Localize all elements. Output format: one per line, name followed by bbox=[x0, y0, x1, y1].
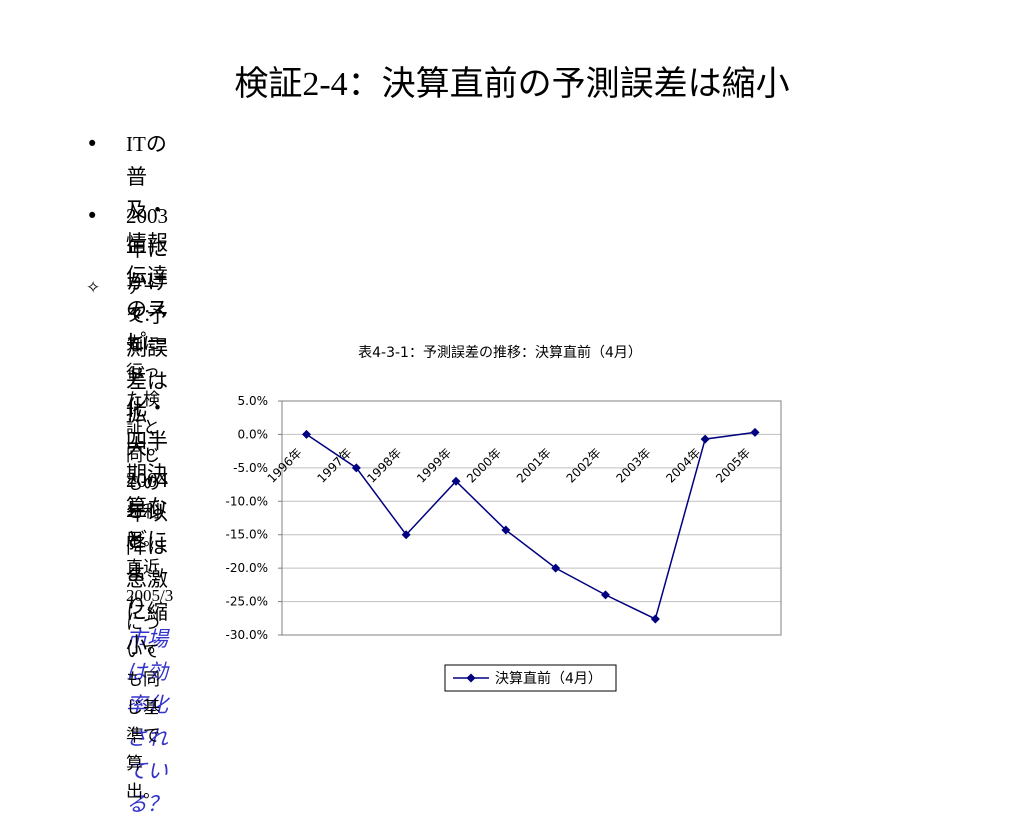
data-point bbox=[401, 530, 411, 540]
gridlines bbox=[282, 433, 781, 603]
y-tick-label: -5.0% bbox=[233, 461, 268, 475]
title-main: 決算直前の予測誤差は縮小 bbox=[381, 64, 790, 104]
bullet-1-emphasis-1: 市場 bbox=[126, 627, 168, 651]
series-line bbox=[306, 431, 756, 621]
x-tick-label: 2000年 bbox=[464, 446, 504, 486]
x-tick-label: 2002年 bbox=[564, 446, 604, 486]
legend-marker bbox=[466, 673, 476, 683]
y-tick-label: 5.0% bbox=[238, 394, 269, 408]
y-axis-tick-labels: 5.0% 0.0% -5.0% -10.0% -15.0% -20.0% -25.0% -30… bbox=[226, 394, 282, 642]
bullet-2-year-2: 2004 bbox=[126, 468, 168, 492]
bullet-dot: • bbox=[86, 132, 99, 156]
x-tick-label: 1997年 bbox=[314, 446, 354, 486]
bullet-dot: • bbox=[86, 204, 99, 228]
bullet-2-body-1: 年にかけて予測誤差は拡大。 bbox=[126, 237, 168, 459]
data-note-body-1: データ：先に行った検証と同じものを利用。直近 bbox=[126, 278, 160, 578]
y-tick-label: 0.0% bbox=[238, 427, 269, 441]
x-tick-label: 2003年 bbox=[613, 446, 653, 486]
y-tick-label: -20.0% bbox=[226, 561, 268, 575]
line-chart: 5.0% 0.0% -5.0% -10.0% -15.0% -20.0% -25.0% -30… bbox=[226, 394, 782, 692]
bullet-1-body: の普及・情報伝達のスピード化・四半期決算などにより、 bbox=[126, 132, 168, 618]
y-tick-label: -30.0% bbox=[226, 628, 268, 642]
bullet-2-body-2: 年以降は急激に縮小。 bbox=[126, 501, 168, 657]
title-separator: ： bbox=[347, 64, 382, 104]
data-point bbox=[700, 434, 710, 444]
data-note-date: 2005/3 bbox=[126, 586, 174, 605]
data-point bbox=[551, 563, 561, 573]
x-tick-label: 2001年 bbox=[514, 446, 554, 486]
x-tick-label: 2005年 bbox=[713, 446, 753, 486]
y-tick-label: -10.0% bbox=[226, 494, 268, 508]
bullet-1-lead: IT bbox=[126, 132, 146, 156]
legend-label: 決算直前（4月） bbox=[495, 670, 602, 687]
title-code: 2-4 bbox=[302, 66, 348, 103]
bullet-2-year-1: 2003 bbox=[126, 204, 168, 228]
data-point bbox=[650, 614, 660, 624]
x-tick-label: 1998年 bbox=[364, 446, 404, 486]
legend: 決算直前（4月） bbox=[444, 664, 617, 692]
series-layer bbox=[302, 427, 760, 624]
x-tick-label: 1996年 bbox=[265, 446, 305, 486]
data-point bbox=[351, 463, 361, 473]
title-prefix: 検証 bbox=[234, 64, 303, 104]
star-icon: ✧ bbox=[86, 278, 101, 298]
y-tick-label: -25.0% bbox=[226, 595, 268, 609]
slide-title: 検証2-4：決算直前の予測誤差は縮小 bbox=[0, 60, 1024, 109]
bullet-1-line-1: ITの普及・情報伝達のスピード化・四半期決算などにより、市場 bbox=[126, 128, 168, 656]
plot-area-border bbox=[281, 400, 782, 636]
data-point bbox=[601, 590, 610, 600]
data-point bbox=[451, 476, 461, 486]
chart-title: 表4-3-1：予測誤差の推移：決算直前（4月） bbox=[358, 345, 642, 361]
data-point bbox=[501, 525, 511, 535]
data-point bbox=[750, 427, 760, 437]
bullet-2-text: 2003 年にかけて予測誤差は拡大。 2004 年以降は急激に縮小。 bbox=[126, 200, 168, 662]
x-axis-tick-labels: 1996年 1997年 1998年 1999年 2000年 2001年 2002年 2003年… bbox=[265, 446, 753, 486]
data-point bbox=[302, 429, 311, 439]
y-tick-label: -15.0% bbox=[226, 528, 268, 542]
bullet-1-text: ITの普及・情報伝達のスピード化・四半期決算などにより、市場 は効率化されている… bbox=[126, 128, 168, 821]
x-tick-label: 1999年 bbox=[414, 446, 454, 486]
